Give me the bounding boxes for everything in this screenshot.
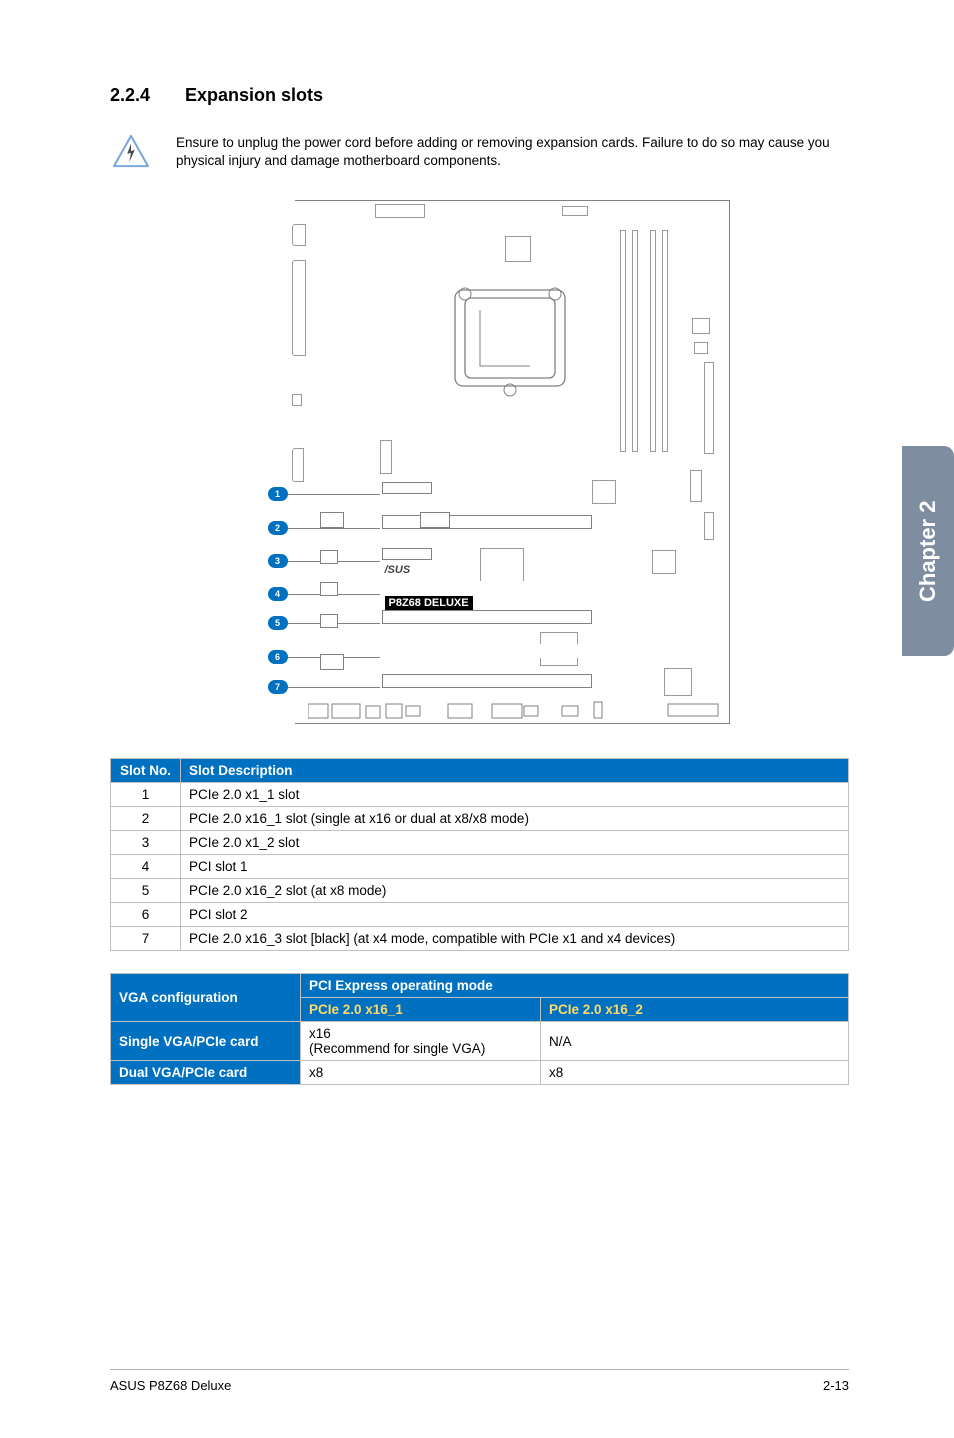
mobo-chip [592, 480, 616, 504]
cpu-socket-icon [445, 280, 575, 400]
slot-callout-line [288, 687, 380, 688]
table-cell: PCI slot 2 [181, 903, 849, 927]
table-cell: N/A [541, 1022, 849, 1061]
dimm-slot [632, 230, 638, 452]
table-cell: 2 [111, 807, 181, 831]
mobo-chip [652, 550, 676, 574]
mobo-component [704, 362, 714, 454]
section-number: 2.2.4 [110, 85, 180, 106]
bottom-connectors-icon [308, 700, 728, 722]
mobo-io [292, 448, 304, 482]
footer-left: ASUS P8Z68 Deluxe [110, 1378, 231, 1393]
slot-badge: 5 [268, 616, 288, 630]
table-row: 2PCIe 2.0 x16_1 slot (single at x16 or d… [111, 807, 849, 831]
table-cell: PCI slot 1 [181, 855, 849, 879]
slot-badge: 2 [268, 521, 288, 535]
slot-badge: 4 [268, 587, 288, 601]
mobo-component [694, 342, 708, 354]
table-cell: 7 [111, 927, 181, 951]
motherboard-diagram: 1 2 3 4 5 6 7 /SUS P8Z68 DELUXE [220, 192, 740, 732]
chapter-tab: Chapter 2 [902, 446, 954, 656]
footer-right: 2-13 [823, 1378, 849, 1393]
table-row: Single VGA/PCIe cardx16 (Recommend for s… [111, 1022, 849, 1061]
mobo-io [292, 224, 306, 246]
pci-slot [382, 581, 622, 595]
section-title: Expansion slots [185, 85, 323, 105]
mobo-io [292, 394, 302, 406]
brand-label: /SUS [385, 564, 411, 576]
mobo-component [692, 318, 710, 334]
table-cell: 5 [111, 879, 181, 903]
slot-badge: 6 [268, 650, 288, 664]
table-cell: x16 (Recommend for single VGA) [301, 1022, 541, 1061]
slot-badge: 1 [268, 487, 288, 501]
table-row: 1PCIe 2.0 x1_1 slot [111, 783, 849, 807]
mobo-io [292, 260, 306, 356]
table-cell: 1 [111, 783, 181, 807]
vga-config-table: VGA configuration PCI Express operating … [110, 973, 849, 1085]
table-header: PCI Express operating mode [301, 974, 849, 998]
table-row: 3PCIe 2.0 x1_2 slot [111, 831, 849, 855]
chapter-tab-label: Chapter 2 [915, 500, 941, 601]
warning-block: Ensure to unplug the power cord before a… [110, 134, 849, 170]
slot-description-table: Slot No. Slot Description 1PCIe 2.0 x1_1… [110, 758, 849, 951]
table-cell: 6 [111, 903, 181, 927]
table-cell: x8 [541, 1061, 849, 1085]
pcie-x1-slot [382, 548, 432, 560]
mobo-chip [664, 668, 692, 696]
mobo-bracket [320, 614, 338, 628]
table-cell: 4 [111, 855, 181, 879]
table-cell: 3 [111, 831, 181, 855]
table-subheader: PCIe 2.0 x16_1 [301, 998, 541, 1022]
table-header: Slot Description [181, 759, 849, 783]
table-row: 6PCI slot 2 [111, 903, 849, 927]
mobo-component [380, 440, 392, 474]
pci-slot [382, 644, 622, 658]
table-row: 7PCIe 2.0 x16_3 slot [black] (at x4 mode… [111, 927, 849, 951]
table-cell: PCIe 2.0 x1_1 slot [181, 783, 849, 807]
mobo-bracket [420, 512, 450, 528]
mobo-component [562, 206, 588, 216]
pcie-x16-slot [382, 515, 592, 529]
section-heading: 2.2.4 Expansion slots [110, 85, 849, 106]
slot-callout-line [288, 494, 380, 495]
warning-text: Ensure to unplug the power cord before a… [176, 134, 849, 170]
mobo-bracket [320, 550, 338, 564]
table-header: VGA configuration [111, 974, 301, 1022]
table-cell: PCIe 2.0 x1_2 slot [181, 831, 849, 855]
slot-badge: 3 [268, 554, 288, 568]
table-cell: PCIe 2.0 x16_3 slot [black] (at x4 mode,… [181, 927, 849, 951]
pcie-x16-slot [382, 674, 592, 688]
mobo-component [704, 512, 714, 540]
table-row: Dual VGA/PCIe cardx8x8 [111, 1061, 849, 1085]
table-row: 4PCI slot 1 [111, 855, 849, 879]
mobo-component [690, 470, 702, 502]
table-header: Slot No. [111, 759, 181, 783]
pcie-x1-slot [382, 482, 432, 494]
table-cell: x8 [301, 1061, 541, 1085]
table-row: 5PCIe 2.0 x16_2 slot (at x8 mode) [111, 879, 849, 903]
table-subheader: PCIe 2.0 x16_2 [541, 998, 849, 1022]
table-rowheader: Dual VGA/PCIe card [111, 1061, 301, 1085]
warning-icon [112, 134, 150, 168]
dimm-slot [620, 230, 626, 452]
model-label: P8Z68 DELUXE [385, 596, 473, 610]
pcie-x16-slot [382, 610, 592, 624]
page-footer: ASUS P8Z68 Deluxe 2-13 [110, 1369, 849, 1393]
dimm-slot [650, 230, 656, 452]
slot-callout-line [288, 528, 380, 529]
mobo-component [505, 236, 531, 262]
mobo-bracket [320, 654, 344, 670]
slot-badge: 7 [268, 680, 288, 694]
mobo-bracket [320, 582, 338, 596]
mobo-component [375, 204, 425, 218]
table-cell: PCIe 2.0 x16_2 slot (at x8 mode) [181, 879, 849, 903]
table-cell: PCIe 2.0 x16_1 slot (single at x16 or du… [181, 807, 849, 831]
table-rowheader: Single VGA/PCIe card [111, 1022, 301, 1061]
mobo-bracket [320, 512, 344, 528]
dimm-slot [662, 230, 668, 452]
